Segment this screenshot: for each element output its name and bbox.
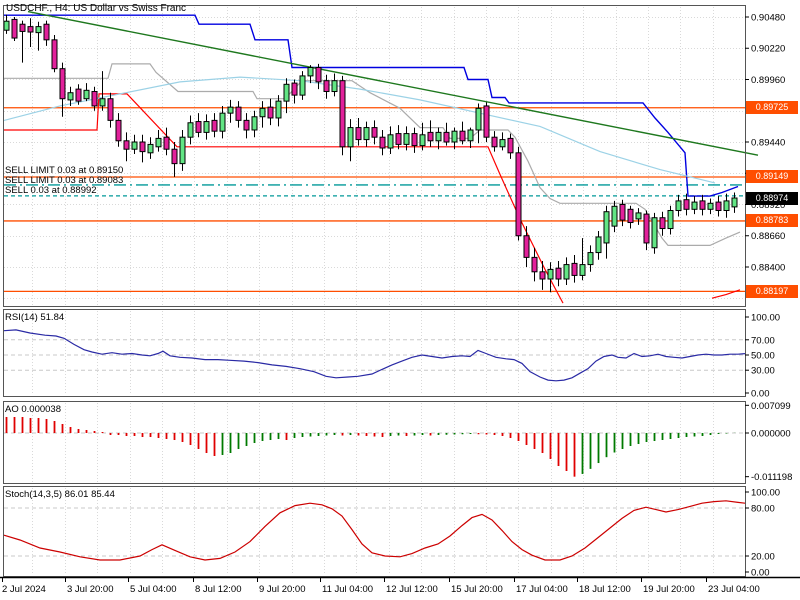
rsi-indicator-label: RSI(14) 51.84 (5, 312, 65, 323)
overlay-ma-skyblue (3, 76, 716, 184)
svg-text:30.00: 30.00 (751, 366, 775, 377)
ao-indicator-label: AO 0.000038 (5, 404, 61, 415)
svg-text:70.00: 70.00 (751, 335, 775, 346)
svg-text:19 Jul 20:00: 19 Jul 20:00 (643, 584, 695, 595)
price-axis: 0.904800.902200.899600.894400.891800.889… (745, 13, 792, 579)
order-label-sell[interactable]: SELL 0.03 at 0.88992 (5, 185, 97, 196)
svg-text:0.00: 0.00 (751, 389, 770, 400)
svg-text:50.00: 50.00 (751, 351, 775, 362)
svg-text:2 Jul 2024: 2 Jul 2024 (2, 584, 46, 595)
stoch-panel (3, 500, 746, 561)
rsi-panel (3, 329, 746, 382)
price-badge-resistance: 0.89725 (746, 101, 798, 114)
svg-text:18 Jul 12:00: 18 Jul 12:00 (579, 584, 631, 595)
price-badge-current-price: 0.88974 (746, 192, 798, 205)
svg-text:80.00: 80.00 (751, 504, 775, 515)
svg-text:3 Jul 20:00: 3 Jul 20:00 (67, 584, 113, 595)
svg-text:100.00: 100.00 (751, 488, 780, 499)
price-badge-sell-limit: 0.89149 (746, 170, 798, 183)
svg-text:0.90480: 0.90480 (751, 13, 785, 24)
overlay-upper-channel (4, 14, 739, 197)
svg-text:0.88660: 0.88660 (751, 231, 785, 242)
svg-text:0.00: 0.00 (751, 568, 770, 579)
svg-text:12 Jul 12:00: 12 Jul 12:00 (386, 584, 438, 595)
date-axis: 2 Jul 2024 3 Jul 20:00 5 Jul 04:00 8 Jul 12… (2, 577, 760, 595)
svg-text:-0.011198: -0.011198 (751, 472, 792, 483)
svg-text:0.89960: 0.89960 (751, 75, 785, 86)
svg-text:8 Jul 12:00: 8 Jul 12:00 (195, 584, 241, 595)
svg-text:0.007099: 0.007099 (751, 401, 791, 412)
chart-title: USDCHF., H4: US Dollar vs Swiss Franc (6, 3, 187, 14)
main-price-panel (4, 107, 745, 293)
svg-text:0.88920: 0.88920 (751, 200, 785, 211)
svg-text:0.88400: 0.88400 (751, 262, 785, 273)
price-badge-support: 0.88783 (746, 214, 798, 227)
ao-panel (4, 417, 745, 477)
candles-layer (3, 14, 738, 293)
svg-text:20.00: 20.00 (751, 552, 775, 563)
svg-text:0.000000: 0.000000 (751, 429, 791, 440)
svg-text:15 Jul 20:00: 15 Jul 20:00 (451, 584, 503, 595)
order-label-sell-limit-2[interactable]: SELL LIMIT 0.03 at 0.89083 (5, 175, 124, 186)
grid-layer (4, 7, 745, 575)
svg-text:17 Jul 04:00: 17 Jul 04:00 (516, 584, 568, 595)
svg-text:9 Jul 20:00: 9 Jul 20:00 (259, 584, 305, 595)
svg-text:5 Jul 04:00: 5 Jul 04:00 (130, 584, 176, 595)
panel-frames (0, 5, 800, 579)
price-badge-lower-support: 0.88197 (746, 285, 798, 298)
svg-text:100.00: 100.00 (751, 313, 780, 324)
overlay-mid-channel (4, 63, 741, 246)
svg-text:23 Jul 04:00: 23 Jul 04:00 (708, 584, 760, 595)
svg-text:11 Jul 04:00: 11 Jul 04:00 (322, 584, 373, 595)
svg-text:0.89440: 0.89440 (751, 137, 785, 148)
svg-text:0.90220: 0.90220 (751, 44, 785, 55)
overlay-lower-channel-right (711, 289, 741, 299)
order-label-sell-limit-1[interactable]: SELL LIMIT 0.03 at 0.89150 (5, 165, 124, 176)
overlay-trendline (27, 10, 759, 156)
stoch-indicator-label: Stoch(14,3,5) 86.01 85.44 (5, 489, 115, 500)
